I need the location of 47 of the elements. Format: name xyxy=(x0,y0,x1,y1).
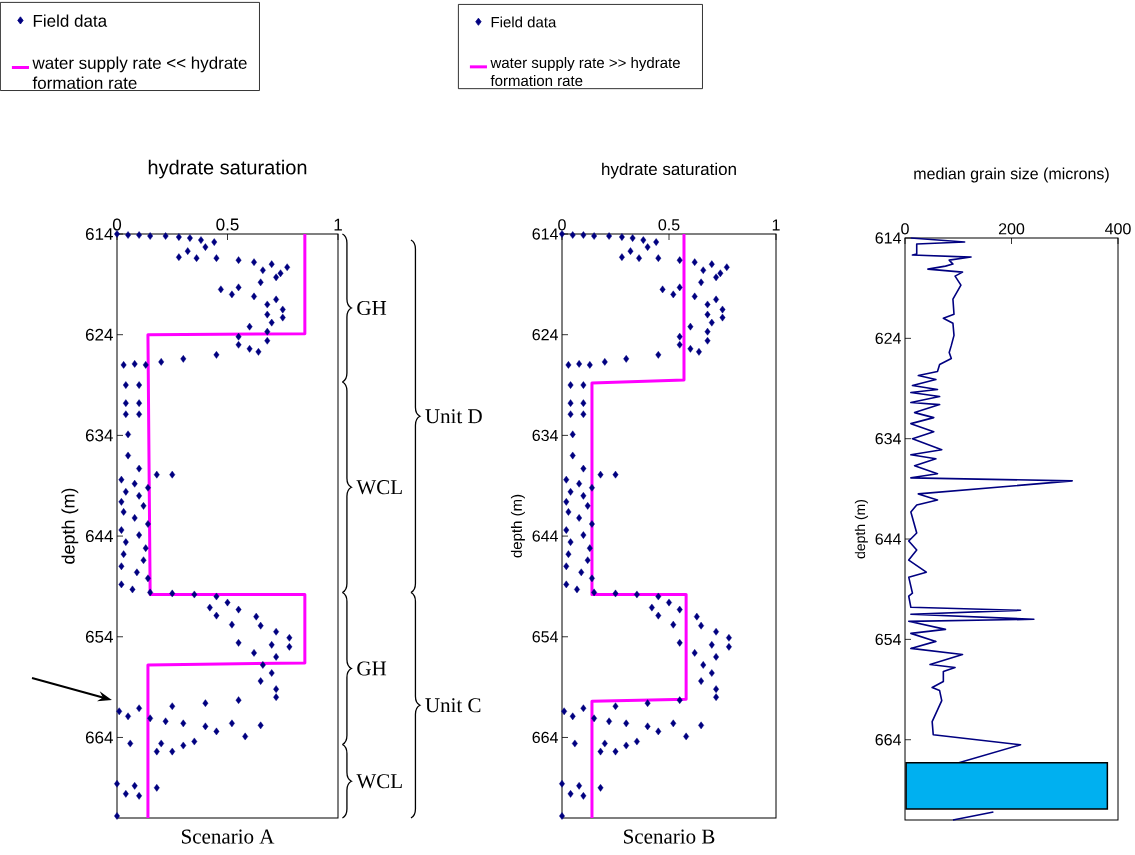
y-tick-label: 624 xyxy=(875,332,901,345)
line-series xyxy=(590,232,688,820)
y-tick-label: 644 xyxy=(532,530,558,542)
y-tick-label: 624 xyxy=(532,329,558,341)
x-tick-label: 0.5 xyxy=(658,219,680,231)
text: Unit C xyxy=(425,698,481,713)
y-tick-label: 664 xyxy=(875,734,901,746)
y-tick-label: 614 xyxy=(875,232,901,244)
y-tick-label: 614 xyxy=(532,228,558,240)
legend-label: Field data xyxy=(491,16,557,28)
y-tick-label: 644 xyxy=(85,530,113,543)
y-tick-label: 634 xyxy=(85,429,113,442)
legend-label: water supply rate >> hydrate formation rate xyxy=(490,57,680,87)
y-tick-label: 664 xyxy=(85,731,113,744)
text: WCL xyxy=(356,480,402,495)
x-tick-label: 0.5 xyxy=(216,218,239,231)
x-tick-label: 400 xyxy=(1105,223,1131,235)
y-axis-title: depth (m) xyxy=(61,488,79,564)
y-tick-label: 614 xyxy=(85,227,113,241)
y-tick-label: 664 xyxy=(532,731,558,744)
text: Unit D xyxy=(425,409,482,424)
text: WCL xyxy=(356,774,402,789)
y-axis-title: depth (m) xyxy=(510,494,525,558)
y-tick-label: 634 xyxy=(875,433,901,445)
y-tick-label: 654 xyxy=(875,633,901,646)
y-tick-label: 654 xyxy=(532,631,558,643)
x-tick-label: 1 xyxy=(772,219,780,231)
y-axis-title: depth (m) xyxy=(854,499,868,559)
x-tick-label: 1 xyxy=(334,218,342,231)
text: GH xyxy=(357,300,387,316)
chart-title: median grain size (microns) xyxy=(914,167,1109,183)
text: GH xyxy=(357,661,387,676)
x-tick-label: 200 xyxy=(998,223,1025,235)
legend-label: Field data xyxy=(33,14,108,27)
y-tick-label: 624 xyxy=(85,328,113,341)
text: Scenario B xyxy=(624,829,715,844)
x-tick-label: 0 xyxy=(112,218,122,231)
y-tick-label: 634 xyxy=(532,429,558,442)
text: Scenario A xyxy=(181,829,275,844)
chart-title: hydrate saturation xyxy=(602,162,736,179)
x-tick-label: 0 xyxy=(901,223,909,235)
x-tick-label: 0 xyxy=(558,219,566,231)
chart-title: hydrate saturation xyxy=(148,159,307,179)
legend-label: water supply rate << hydrate formation rate xyxy=(32,56,247,89)
line-series xyxy=(146,232,307,820)
y-tick-label: 644 xyxy=(875,533,901,545)
y-tick-label: 654 xyxy=(85,630,113,643)
